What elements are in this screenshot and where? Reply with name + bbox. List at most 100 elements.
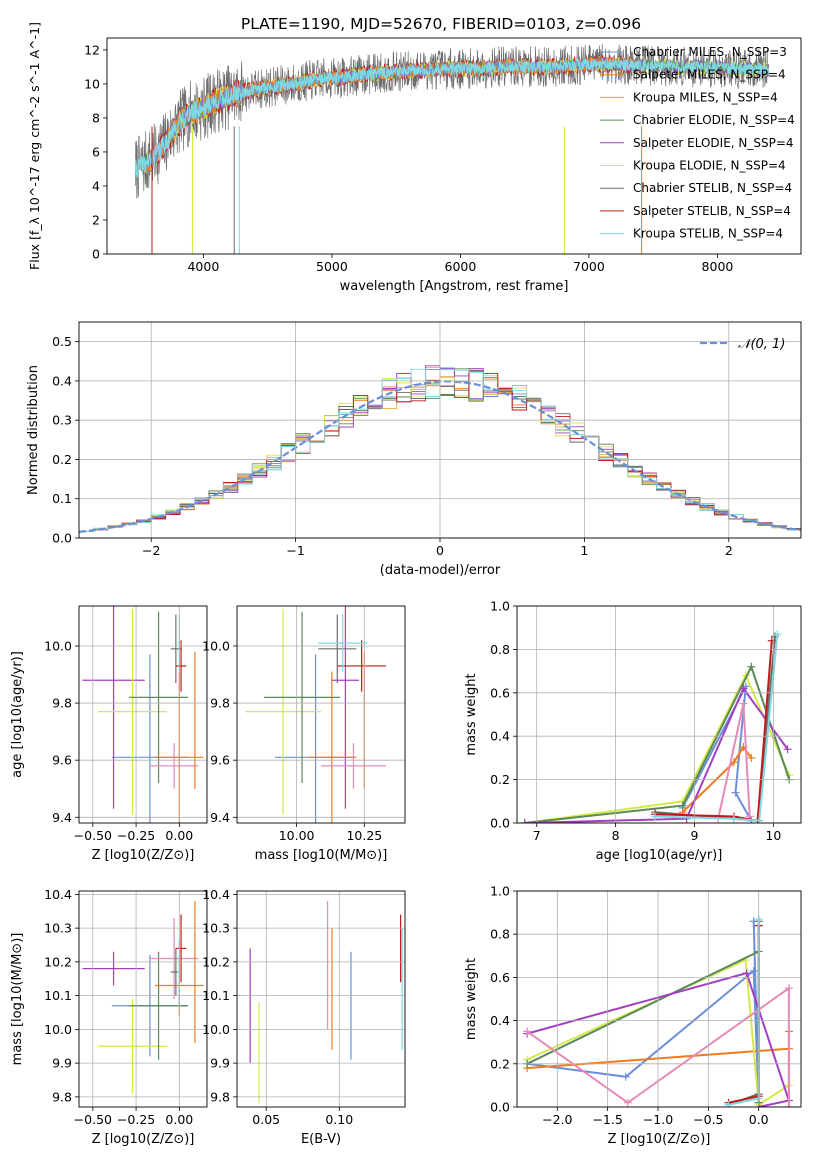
errorbar-salpeter_stelib: [175, 640, 187, 692]
x-tick-label: 1: [580, 543, 588, 558]
x-tick-label: 0.05: [252, 1112, 280, 1127]
x-tick-label: 4000: [187, 259, 219, 274]
x-tick-label: −2.0: [542, 1112, 572, 1127]
y-tick-label: 0.5: [52, 334, 72, 349]
weight-series-kroupa_stelib: [651, 630, 782, 823]
panel-residuals: −2 −1 0 1 2 0.0 0.1 0.2 0.3 0.4 0.5 (data-model)/er…: [26, 321, 802, 578]
y-tick-label: 9.4: [210, 810, 230, 825]
x-tick-label: −1.5: [592, 1112, 622, 1127]
hist-chabrier_elodie: [79, 368, 801, 538]
hist-kroupa_miles: [79, 367, 801, 538]
y-tick-label: 10.2: [44, 954, 72, 969]
errorbar-chabrier_elodie: [129, 951, 188, 1060]
y-tick-label: 0.6: [490, 970, 510, 985]
axes-frame: [106, 37, 802, 255]
errorbar-salpeter_elodie: [82, 606, 145, 809]
plot-area: [134, 43, 770, 254]
errorbar-kroupa_stelib: [318, 614, 368, 672]
spectrum-line-chabrier_miles: [143, 58, 643, 172]
plot-area: [249, 901, 403, 1104]
y-tick-label: 9.8: [210, 1089, 230, 1104]
y-tick-label: 0.0: [490, 816, 510, 831]
y-tick-label: 9.9: [210, 1056, 230, 1071]
weight-series-chabrier_miles: [523, 917, 763, 1107]
weight-line: [655, 636, 776, 822]
x-tick-label: 0.00: [165, 828, 193, 843]
legend-entry: Kroupa ELODIE, N_SSP=4: [633, 159, 786, 173]
x-tick-label: 0.0: [749, 1112, 769, 1127]
weight-line: [681, 685, 753, 822]
legend-entry: Chabrier MILES, N_SSP=3: [633, 45, 787, 59]
y-tick-label: 10.0: [44, 1022, 72, 1037]
x-tick-label: 0.00: [165, 1112, 193, 1127]
y-tick-label: 0.2: [490, 772, 510, 787]
figure-title: PLATE=1190, MJD=52670, FIBERID=0103, z=0…: [241, 15, 641, 33]
x-axis-label: Z [log10(Z/Z⊙)]: [608, 1132, 711, 1147]
y-tick-label: 0: [92, 247, 100, 262]
panel-mass_vs_ebv: 0.05 0.10 9.8 9.9 10.0 10.1 10.2 10.3 10.4 E(B-V): [202, 887, 406, 1147]
errorbar-kroupa_elodie: [98, 608, 168, 815]
weight-line: [526, 971, 791, 1107]
y-axis-label: Flux [f_λ 10^-17 erg cm^-2 s^-1 A^-1]: [27, 22, 42, 270]
hist-salpeter_miles: [79, 376, 801, 538]
y-tick-label: 10.4: [202, 887, 230, 902]
spectrum-legend: Chabrier MILES, N_SSP=3 Salpeter MILES, N…: [600, 45, 795, 241]
x-tick-label: 8: [612, 828, 620, 843]
weight-line: [526, 921, 760, 1103]
plot-area: [82, 901, 204, 1094]
panel-mass_vs_Z: −0.50 −0.25 0.00 9.8 9.9 10.0 10.1 10.2 10.3 10.4…: [10, 887, 208, 1147]
y-tick-label: 1.0: [490, 884, 510, 899]
legend-entry: Salpeter MILES, N_SSP=4: [633, 68, 786, 82]
spectrum-line-salpeter_miles: [146, 57, 643, 172]
y-tick-label: 10.3: [44, 921, 72, 936]
y-tick-label: 8: [92, 110, 100, 125]
x-tick-label: −0.50: [74, 828, 112, 843]
legend-entry: Kroupa MILES, N_SSP=4: [633, 90, 778, 104]
y-tick-label: 9.4: [52, 810, 72, 825]
x-tick-label: 6000: [445, 259, 477, 274]
x-tick-label: −0.25: [117, 1112, 155, 1127]
plot-area: [82, 606, 204, 823]
weight-series-salpeter_stelib: [651, 636, 776, 823]
axes-frame: [236, 605, 406, 824]
x-tick-label: 0.10: [325, 1112, 353, 1127]
x-tick-label: −1: [286, 543, 304, 558]
y-tick-label: 0.2: [490, 1056, 510, 1071]
errorbar-kroupa_elodie: [245, 608, 321, 815]
errorbar-chabrier_elodie: [129, 611, 188, 784]
panel-weight_vs_age: 7 8 9 10 0.0 0.2 0.4 0.6 0.8 1.0 age [log10(age/yr…: [464, 599, 802, 863]
x-tick-label: 8000: [702, 259, 734, 274]
y-tick-label: 10.1: [44, 988, 72, 1003]
errorbar-pink: [321, 743, 387, 789]
errorbar-salpeter_stelib: [337, 640, 387, 692]
y-tick-label: 6: [92, 144, 100, 159]
y-tick-label: 0.1: [52, 491, 72, 506]
y-axis-label: mass weight: [464, 673, 479, 755]
weight-series-chabrier_elodie: [520, 662, 794, 823]
axes-frame: [236, 890, 406, 1108]
y-tick-label: 10.0: [44, 638, 72, 653]
y-axis-label: Normed distribution: [26, 365, 41, 495]
legend-entry: Chabrier STELIB, N_SSP=4: [633, 181, 792, 195]
y-tick-label: 0.3: [52, 413, 72, 428]
plot-area: [79, 365, 801, 538]
weight-line: [526, 921, 760, 1103]
x-tick-label: 10.00: [279, 828, 315, 843]
weight-series-chabrier_elodie: [523, 917, 763, 1107]
panel-weight_vs_Z: −2.0 −1.5 −1.0 −0.5 0.0 0.0 0.2 0.4 0.6 0.8 1.0 Z […: [464, 884, 802, 1147]
errorbar-pink: [149, 918, 199, 999]
x-axis-label: Z [log10(Z/Z⊙)]: [92, 1132, 195, 1147]
y-tick-label: 10.1: [202, 988, 230, 1003]
y-tick-label: 0.4: [52, 373, 72, 388]
y-tick-label: 10.0: [202, 638, 230, 653]
legend-entry: Salpeter STELIB, N_SSP=4: [633, 204, 791, 218]
x-axis-label: E(B-V): [301, 1132, 341, 1147]
x-tick-label: −1.0: [643, 1112, 673, 1127]
x-tick-label: 9: [691, 828, 699, 843]
y-tick-label: 0.0: [490, 1100, 510, 1115]
y-tick-label: 0.6: [490, 685, 510, 700]
errorbar-salpeter_stelib: [175, 914, 187, 983]
panel-age_vs_Z: −0.50 −0.25 0.00 9.4 9.6 9.8 10.0 Z [log10(Z/Z⊙…: [10, 605, 208, 863]
errorbar-pink: [149, 743, 199, 789]
